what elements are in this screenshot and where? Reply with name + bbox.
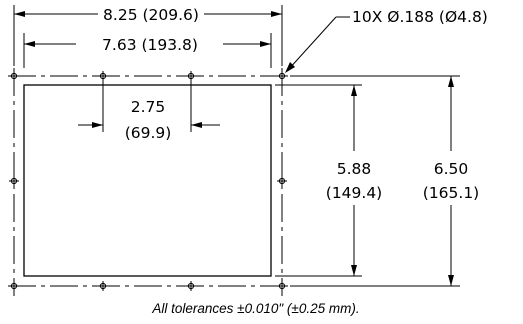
overall-width-label: 8.25 (209.6): [103, 6, 199, 24]
hole-callout-leader: [285, 16, 350, 73]
hole-pitch-label: 2.75: [131, 98, 166, 116]
hole-mark: [277, 176, 287, 186]
hole-mark: [9, 71, 19, 81]
overall-height-metric-label: (165.1): [423, 184, 479, 202]
hole-mark: [277, 71, 287, 81]
overall-height-label: 6.50: [434, 160, 469, 178]
hole-mark: [186, 281, 196, 291]
cutout-height-label: 5.88: [337, 160, 372, 178]
overall-width-dimension: [13, 5, 283, 66]
hole-pitch-metric-label: (69.9): [125, 124, 172, 142]
hole-callout-label: 10X Ø.188 (Ø4.8): [352, 8, 488, 26]
hole-mark: [98, 281, 108, 291]
cutout-rectangle: [23, 84, 272, 277]
hole-mark: [9, 281, 19, 291]
hole-spacing-dimension: [23, 33, 272, 68]
hole-spacing-label: 7.63 (193.8): [102, 36, 198, 54]
cutout-height-metric-label: (149.4): [326, 184, 382, 202]
cutout-height-dimension: [275, 84, 362, 277]
overall-height-dimension: [290, 75, 460, 287]
hole-pitch-dimension: [78, 78, 220, 132]
hole-centerlines: [8, 68, 300, 296]
tolerance-note: All tolerances ±0.010" (±0.25 mm).: [151, 301, 359, 316]
hole-mark: [9, 176, 19, 186]
hole-mark: [277, 281, 287, 291]
